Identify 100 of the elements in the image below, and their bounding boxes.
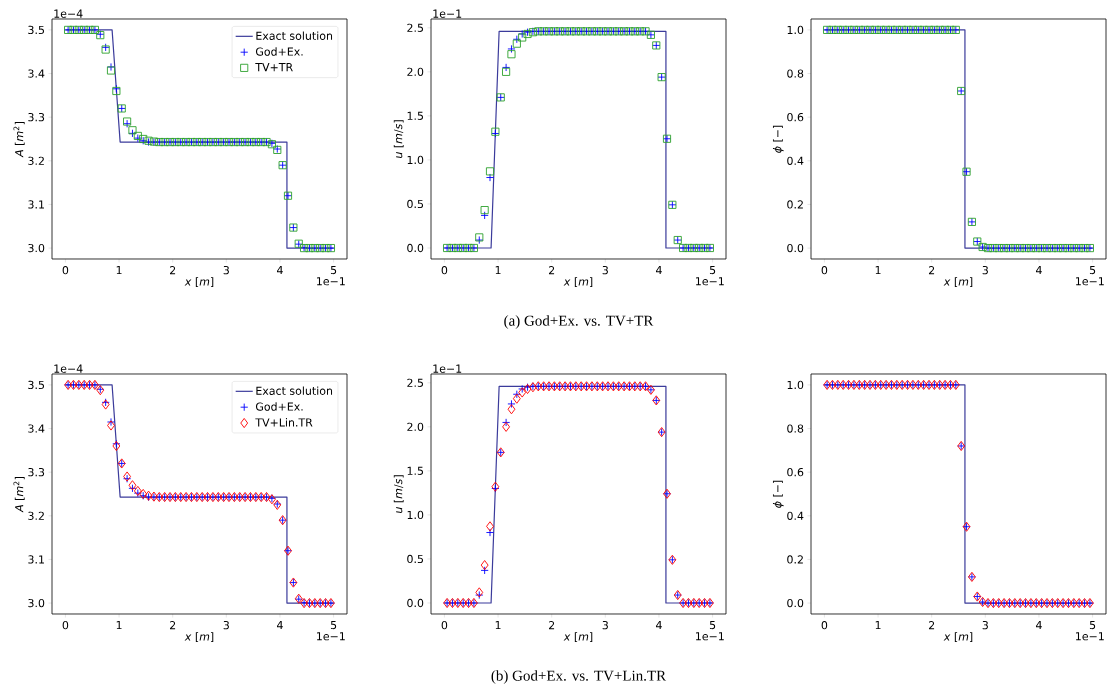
x-tick-label: 5 [709,266,716,275]
y-tick-label: 1.0 [787,25,804,35]
x-axis-title: x [m] [563,632,593,642]
text: 1e−1 [433,9,462,18]
point [502,418,511,427]
point [485,528,495,537]
x-axis-title: x [m] [943,632,973,642]
y-tick-label: 1.0 [787,380,804,390]
legend-label: Exact solution [256,31,333,40]
x-tick-label: 4 [1035,266,1042,275]
x-tick-label: 3 [223,621,229,630]
y-tick-label: 0.0 [787,598,804,608]
y-tick-label: 2.0 [407,67,424,76]
y-tick-label: 0.8 [787,69,804,78]
x-tick-label: 0 [821,621,828,630]
x-tick-label: 1 [116,266,122,275]
y-tick-label: 3.2 [28,511,44,520]
text: 1e−4 [54,9,83,18]
y-tick-label: 1.0 [407,155,424,165]
x-tick-label: 4 [277,621,283,630]
x-axis-title: x [m] [563,277,593,288]
point [507,44,516,53]
y-tick-label: 3.4 [28,69,45,78]
y-tick-label: 2.5 [407,23,424,32]
x-tick-label: 5 [1089,621,1096,630]
text: 1e−4 [54,364,83,373]
y-axis-title: A [m$^{2}$] [13,477,25,513]
x-tick-label: 1 [495,266,501,275]
text: 1e−1 [433,364,462,373]
y-tick-label: 0.0 [787,243,804,253]
point [502,63,511,72]
y-axis-title: u [m/s] [393,120,404,158]
x-tick-label: 4 [655,266,662,275]
y-tick-label: 0.4 [787,511,804,520]
y-tick-label: 0.5 [407,199,424,209]
point [480,206,489,215]
y-tick-label: 3.0 [28,598,45,608]
y-tick-label: 3.5 [28,25,45,35]
point [486,521,494,532]
point [475,591,484,600]
y-tick-label: 0.0 [407,598,424,608]
x-tick-label: 4 [655,621,662,630]
y-tick-label: 3.5 [28,380,45,390]
y-tick-label: 3.3 [28,468,45,477]
text: 1e−1 [696,632,724,641]
x-tick-label: 0 [441,266,448,275]
x-tick-label: 4 [1035,621,1042,630]
legend-label: God+Ex. [255,47,303,56]
x-axis-title: x [m] [184,277,214,288]
point [518,387,527,398]
point [507,399,516,408]
text: 1e−1 [317,632,345,641]
x-tick-label: 5 [709,621,716,630]
x-tick-label: 3 [982,266,988,275]
x-tick-label: 5 [1089,266,1096,275]
x-axis-title: x [m] [184,632,214,642]
x-tick-label: 3 [602,621,608,630]
point [107,420,115,431]
x-tick-label: 5 [330,621,337,630]
y-tick-label: 0.8 [787,424,804,433]
point [480,211,489,220]
x-tick-label: 3 [982,621,988,630]
legend-label: Exact solution [256,386,333,395]
y-tick-label: 0.0 [407,243,424,253]
y-tick-label: 1.0 [407,510,424,520]
x-tick-label: 2 [548,266,555,275]
x-tick-label: 3 [223,266,229,275]
point [512,393,521,404]
point [485,167,495,176]
point [502,421,510,432]
y-tick-label: 1.5 [407,466,424,475]
point [475,587,484,598]
text: 1e−1 [1076,632,1104,641]
x-tick-label: 2 [169,266,176,275]
y-axis-title: A [m$^{2}$] [13,122,25,158]
y-tick-label: 0.6 [787,468,804,477]
y-tick-label: 0.6 [787,113,804,122]
x-tick-label: 2 [169,621,176,630]
y-axis-title: u [m/s] [393,475,404,513]
text: (a) God+Ex. vs. TV+TR [504,315,654,329]
point [502,67,511,76]
x-tick-label: 2 [928,266,935,275]
x-tick-label: 1 [875,621,881,630]
x-tick-label: 1 [875,266,881,275]
point [518,33,527,42]
x-tick-label: 5 [330,266,337,275]
point [480,560,489,571]
x-tick-label: 2 [548,621,555,630]
point [485,173,495,182]
point [512,39,521,48]
point [106,417,116,427]
y-axis-title: ϕ [−] [772,480,784,508]
point [507,50,516,59]
x-tick-label: 3 [602,266,608,275]
y-tick-label: 0.4 [787,156,804,165]
point [507,404,516,415]
y-tick-label: 3.0 [28,243,45,253]
y-tick-label: 2.5 [407,378,424,387]
y-tick-label: 3.2 [28,156,44,165]
y-tick-label: 3.1 [28,200,44,209]
